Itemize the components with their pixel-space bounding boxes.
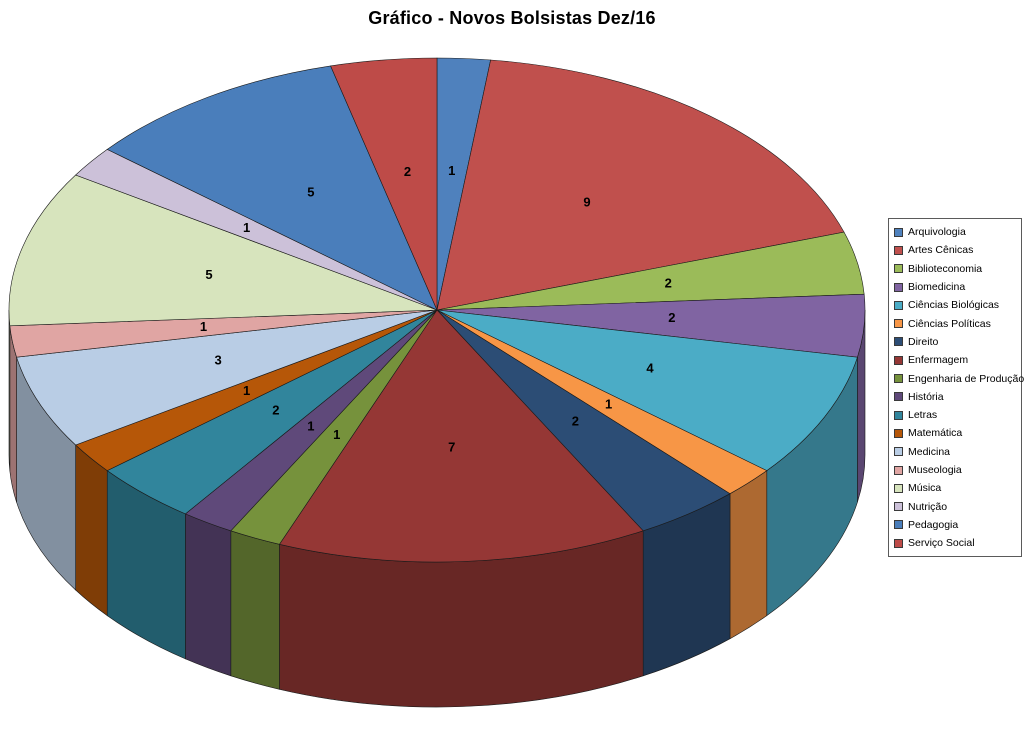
legend-label: Biomedicina xyxy=(908,281,966,294)
legend-label: Serviço Social xyxy=(908,537,975,550)
pie-slice-wall[interactable] xyxy=(230,530,280,690)
legend-label: Música xyxy=(908,482,942,495)
pie-data-label: 1 xyxy=(307,418,314,433)
pie-slice[interactable] xyxy=(106,65,438,311)
legend-item[interactable]: Artes Cênicas xyxy=(894,241,1021,259)
pie-slice[interactable] xyxy=(330,57,438,311)
legend-color-swatch xyxy=(894,502,903,512)
legend-item[interactable]: Museologia xyxy=(894,461,1021,479)
legend-color-swatch xyxy=(894,282,903,292)
legend-label: Ciências Biológicas xyxy=(908,299,1000,312)
legend-label: Artes Cênicas xyxy=(908,244,974,257)
legend-color-swatch xyxy=(894,227,903,237)
legend-item[interactable]: Engenharia de Produção xyxy=(894,369,1024,387)
legend-label: Museologia xyxy=(908,464,962,476)
pie-data-label: 1 xyxy=(333,427,340,442)
legend-item[interactable]: Biblioteconomia xyxy=(894,260,1021,278)
legend-label: Arquivologia xyxy=(908,226,966,239)
chart-legend[interactable]: Arquivologia Artes Cênicas Biblioteconomia… xyxy=(888,218,1024,558)
pie-data-label: 2 xyxy=(572,414,579,429)
legend-color-swatch xyxy=(894,483,903,493)
pie-slice[interactable] xyxy=(16,309,438,446)
pie-data-label: 2 xyxy=(404,164,411,179)
legend-label: Biblioteconomia xyxy=(908,262,983,275)
legend-color-swatch xyxy=(894,355,903,365)
pie-data-label: 4 xyxy=(646,360,654,375)
legend-label: Medicina xyxy=(908,445,951,458)
pie-data-label: 9 xyxy=(583,195,590,210)
legend-label: Ciências Políticas xyxy=(908,317,991,330)
legend-label: Enfermagem xyxy=(908,354,969,367)
legend-color-swatch xyxy=(894,337,903,347)
legend-item[interactable]: Pedagogia xyxy=(894,516,1021,534)
pie-data-label: 5 xyxy=(307,184,314,199)
legend-label: Engenharia de Produção xyxy=(908,372,1024,385)
legend-item[interactable]: História xyxy=(894,388,1021,406)
legend-item[interactable]: Arquivologia xyxy=(894,223,1021,241)
legend-label: Direito xyxy=(908,335,939,348)
legend-color-swatch xyxy=(894,428,903,438)
pie-slice-wall[interactable] xyxy=(729,470,768,640)
legend-item[interactable]: Matemática xyxy=(894,424,1021,442)
pie-data-label: 3 xyxy=(214,352,221,367)
pie-data-label: 1 xyxy=(200,319,207,334)
pie-slice[interactable] xyxy=(278,309,644,563)
legend-color-swatch xyxy=(894,392,903,402)
legend-color-swatch xyxy=(894,447,903,457)
legend-item[interactable]: Ciências Biológicas xyxy=(894,296,1021,314)
legend-item[interactable]: Medicina xyxy=(894,443,1021,461)
legend-label: História xyxy=(908,390,944,403)
legend-color-swatch xyxy=(894,374,903,384)
legend-item[interactable]: Letras xyxy=(894,406,1021,424)
legend-color-swatch xyxy=(894,410,903,420)
pie-data-label: 2 xyxy=(668,310,675,325)
pie-data-label: 1 xyxy=(243,220,250,235)
legend-item[interactable]: Direito xyxy=(894,333,1021,351)
legend-item[interactable]: Biomedicina xyxy=(894,278,1021,296)
pie-data-label: 2 xyxy=(665,275,672,290)
legend-color-swatch xyxy=(894,300,903,310)
pie-data-label: 5 xyxy=(205,267,212,282)
legend-item[interactable]: Música xyxy=(894,479,1021,497)
legend-item[interactable]: Enfermagem xyxy=(894,351,1021,369)
legend-color-swatch xyxy=(894,319,903,329)
legend-label: Pedagogia xyxy=(908,518,959,531)
pie-data-label: 1 xyxy=(243,383,250,398)
legend-color-swatch xyxy=(894,465,903,475)
legend-color-swatch xyxy=(894,520,903,530)
pie-slice-wall[interactable] xyxy=(75,444,108,617)
legend-color-swatch xyxy=(894,538,903,548)
legend-label: Letras xyxy=(908,409,938,422)
legend-label: Matemática xyxy=(908,427,963,440)
pie-data-label: 1 xyxy=(605,396,612,411)
chart-title: Gráfico - Novos Bolsistas Dez/16 xyxy=(368,8,656,28)
pie-data-label: 1 xyxy=(448,163,455,178)
pie-slice[interactable] xyxy=(8,174,438,327)
pie-slice-wall[interactable] xyxy=(8,309,11,471)
legend-item[interactable]: Serviço Social xyxy=(894,534,1021,552)
pie-slice[interactable] xyxy=(436,59,845,311)
legend-item[interactable]: Ciências Políticas xyxy=(894,314,1021,332)
pie-data-label: 2 xyxy=(272,402,279,417)
pie-slice[interactable] xyxy=(436,309,858,471)
pie-data-label: 7 xyxy=(448,440,455,455)
legend-color-swatch xyxy=(894,245,903,255)
pie-slice-wall[interactable] xyxy=(185,513,232,677)
legend-label: Nutrição xyxy=(908,500,948,513)
legend-color-swatch xyxy=(894,264,903,274)
legend-item[interactable]: Nutrição xyxy=(894,497,1021,515)
